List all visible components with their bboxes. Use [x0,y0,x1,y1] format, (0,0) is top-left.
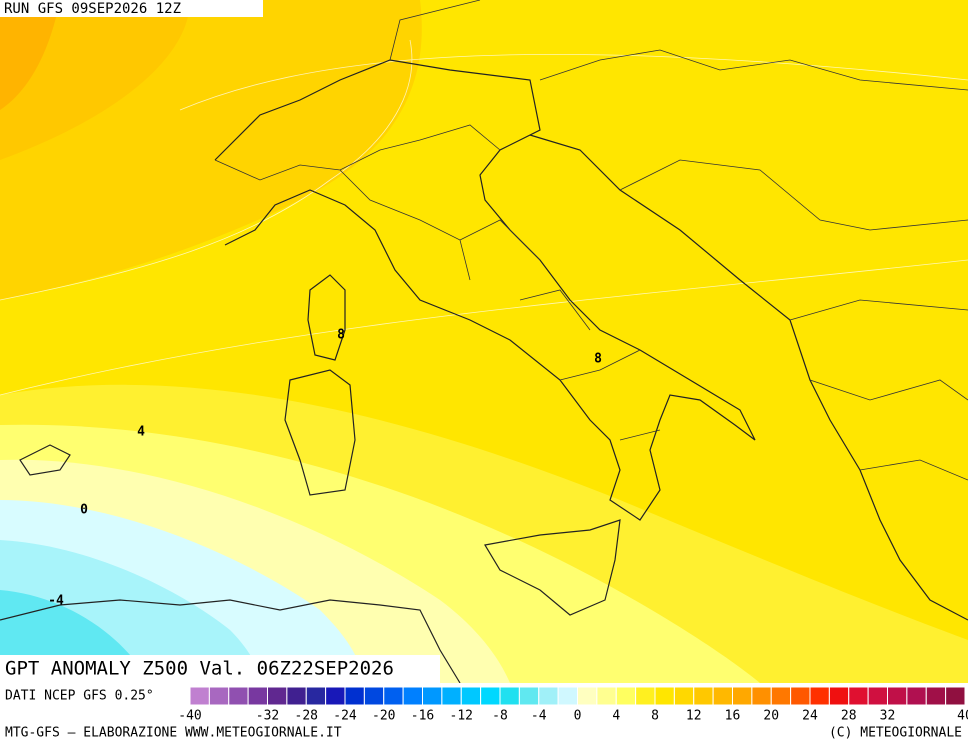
color-swatch [828,686,850,706]
isoline [0,39,968,396]
colorbar-tick-label: 8 [651,709,659,724]
colorbar-tick-label: 0 [574,709,582,724]
source-label: DATI NCEP GFS 0.25° [5,689,154,704]
color-swatch [673,686,695,706]
color-swatch [945,686,966,706]
anomaly-band [0,0,60,110]
footer-left: MTG-GFS — ELABORAZIONE WWW.METEOGIORNALE… [5,726,342,741]
color-swatch [557,686,578,706]
color-swatch [228,686,249,706]
color-swatch [441,686,462,706]
color-swatch [247,686,268,706]
colorbar-tick-label: -40 [178,709,201,724]
colorbar-tick-label: 12 [686,709,702,724]
color-swatch [615,686,637,706]
footer-right: (C) METEOGIORNALE [829,726,962,741]
run-label: RUN GFS 09SEP2026 12Z [4,1,181,17]
colorbar-tick-label: -32 [256,709,279,724]
island [284,369,356,496]
map [0,0,968,684]
color-swatch [480,686,501,706]
color-swatch [848,686,869,706]
color-swatch [635,686,656,706]
colorbar-tick-label: 28 [841,709,857,724]
color-swatch [189,686,210,706]
colorbar: -40 -32 -28 -24 -20 -16 -12 -8 -4 0 4 8 12 16 20 24 28 32… [178,686,968,724]
color-swatch [460,686,482,706]
color-swatch [286,686,307,706]
island [484,519,621,616]
color-swatch [499,686,520,706]
color-swatch [732,686,753,706]
color-swatch [267,686,288,706]
border [214,0,968,481]
title-box [0,655,440,683]
color-swatch [693,686,714,706]
color-swatch [809,686,830,706]
color-swatch [577,686,598,706]
colorbar-tick-label: 32 [880,709,896,724]
color-swatch [422,686,443,706]
color-swatch [654,686,675,706]
color-swatch [344,686,365,706]
color-swatch [305,686,327,706]
contour-label: -4 [48,594,64,609]
island [307,274,346,361]
colorbar-tick-label: 24 [802,709,818,724]
colorbar-tick-label: -28 [295,709,318,724]
colorbar-tick-label: 16 [725,709,741,724]
coastline [214,59,756,521]
color-swatch [906,686,927,706]
colorbar-tick-label: 40 [957,709,968,724]
color-swatch [518,686,540,706]
color-swatch [402,686,423,706]
color-swatch [751,686,772,706]
color-swatch [596,686,617,706]
color-swatch [383,686,404,706]
run-box [0,0,263,17]
colorbar-tick-label: -4 [531,709,547,724]
coastline [0,599,461,684]
color-swatch [925,686,947,706]
contour-label: 8 [594,352,602,367]
contour-label: 8 [337,328,345,343]
map-title: GPT ANOMALY Z500 Val. 06Z22SEP2026 [5,658,394,680]
colorbar-tick-label: 4 [612,709,620,724]
color-swatch [538,686,559,706]
island [19,444,71,476]
color-swatch [208,686,230,706]
colorbar-tick-label: -8 [492,709,508,724]
contour-label: 0 [80,503,88,518]
color-swatch [712,686,733,706]
contour-labels: 8 8 4 0 -4 [48,328,602,609]
colorbar-tick-label: -16 [411,709,434,724]
colorbar-tick-label: 20 [763,709,779,724]
color-swatch [363,686,385,706]
colorbar-tick-label: -12 [450,709,473,724]
colorbar-tick-label: -24 [333,709,357,724]
color-swatch [325,686,346,706]
colorbar-tick-label: -20 [372,709,395,724]
color-swatch [887,686,908,706]
color-swatch [790,686,811,706]
color-swatch [770,686,792,706]
color-swatch [867,686,888,706]
contour-label: 4 [137,425,145,440]
